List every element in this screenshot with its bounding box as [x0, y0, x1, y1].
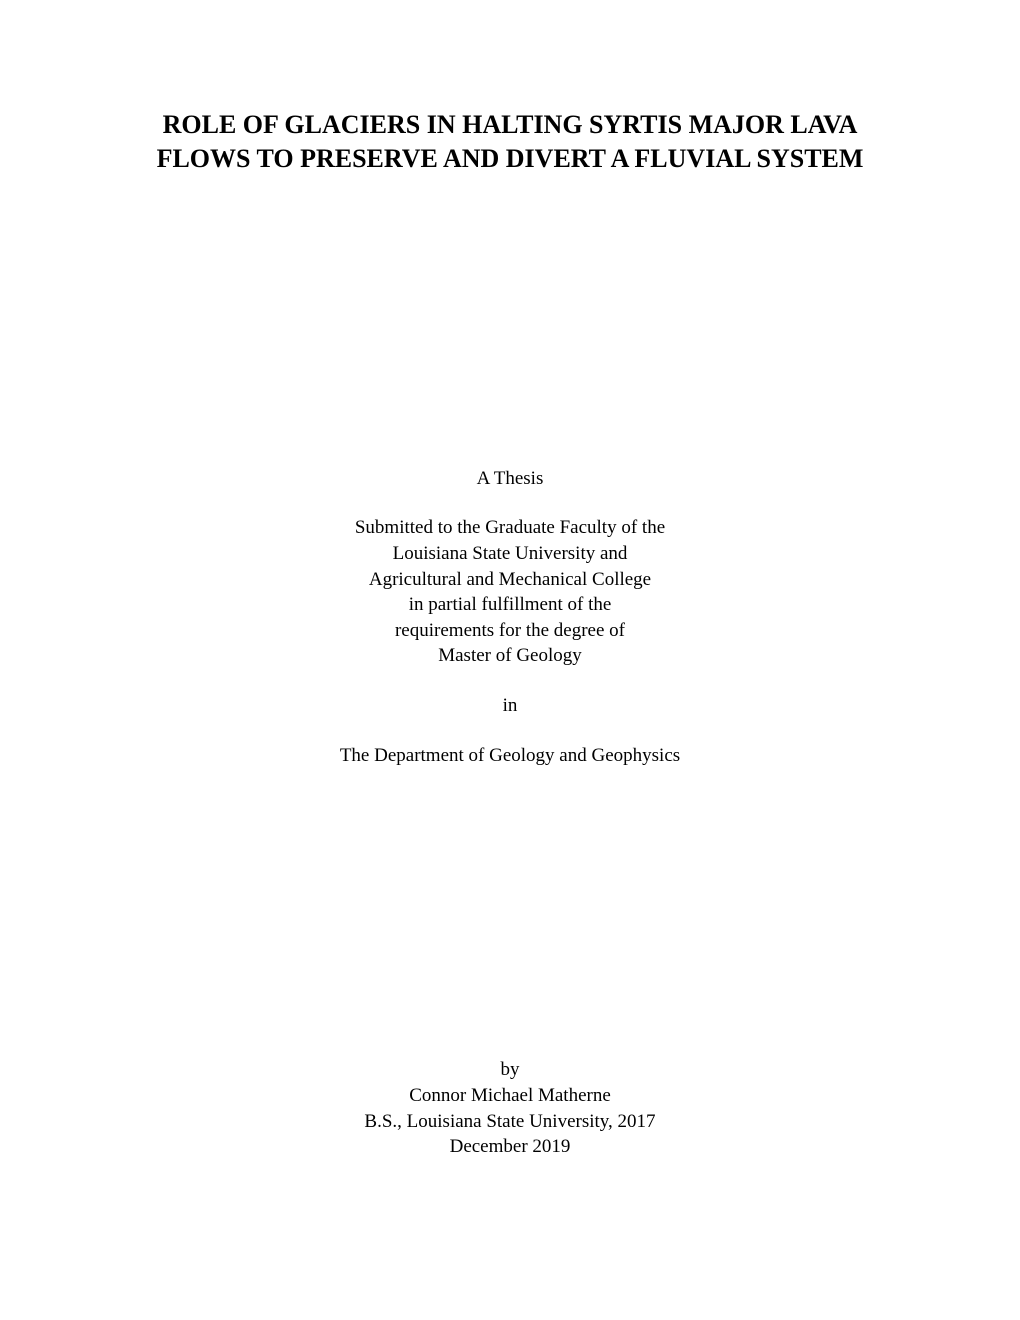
by-label: by	[0, 1057, 1020, 1083]
submission-line-1: Submitted to the Graduate Faculty of the	[120, 515, 900, 541]
submission-line-2: Louisiana State University and	[120, 541, 900, 567]
author-name: Connor Michael Matherne	[0, 1083, 1020, 1109]
submission-block: Submitted to the Graduate Faculty of the…	[120, 515, 900, 669]
department-name: The Department of Geology and Geophysics	[120, 743, 900, 769]
title-line-2: FLOWS TO PRESERVE AND DIVERT A FLUVIAL S…	[120, 142, 900, 176]
submission-line-3: Agricultural and Mechanical College	[120, 567, 900, 593]
title-block: ROLE OF GLACIERS IN HALTING SYRTIS MAJOR…	[120, 108, 900, 176]
title-line-1: ROLE OF GLACIERS IN HALTING SYRTIS MAJOR…	[120, 108, 900, 142]
thesis-date: December 2019	[0, 1134, 1020, 1160]
thesis-title-page: ROLE OF GLACIERS IN HALTING SYRTIS MAJOR…	[0, 0, 1020, 1320]
submission-line-5: requirements for the degree of	[120, 618, 900, 644]
submission-line-6: Master of Geology	[120, 643, 900, 669]
author-block: by Connor Michael Matherne B.S., Louisia…	[0, 1057, 1020, 1160]
author-degree: B.S., Louisiana State University, 2017	[0, 1109, 1020, 1135]
thesis-label: A Thesis	[120, 466, 900, 492]
in-label: in	[120, 693, 900, 719]
submission-line-4: in partial fulfillment of the	[120, 592, 900, 618]
middle-content: A Thesis Submitted to the Graduate Facul…	[120, 466, 900, 769]
